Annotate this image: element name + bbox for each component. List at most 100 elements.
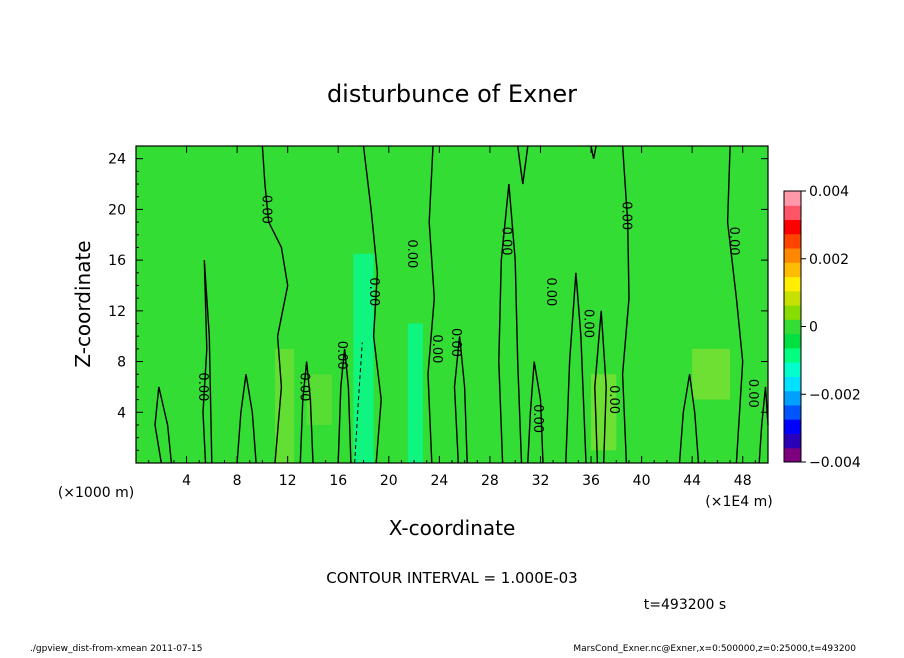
colorbar-segment <box>784 290 801 306</box>
contour-line <box>236 374 257 464</box>
contour-line <box>427 145 436 464</box>
contour-line <box>678 374 700 464</box>
colorbar-segment <box>784 248 801 263</box>
shading-patch <box>353 253 374 463</box>
y-tick-label: 16 <box>108 253 126 269</box>
colorbar-label: −0.002 <box>809 387 861 403</box>
colorbar-segment <box>784 233 801 249</box>
shading-patch <box>275 348 294 463</box>
contour-label: 0.00 <box>499 227 514 256</box>
contour-label: 0.00 <box>581 309 596 338</box>
colorbar-label: 0 <box>809 320 818 336</box>
colorbar-segment <box>784 419 801 434</box>
contour-line <box>261 145 289 464</box>
contour-line <box>337 348 352 464</box>
y-tick-label: 8 <box>117 355 126 371</box>
colorbar-segment <box>784 262 801 278</box>
x-tick-label: 4 <box>182 473 191 489</box>
chart-title: disturbunce of Exner <box>327 80 577 108</box>
colorbar-segment <box>784 219 801 235</box>
colorbar-label: 0.004 <box>809 184 849 200</box>
colorbar-labels: 0.004 0.002 0 −0.002 −0.004 <box>801 184 861 471</box>
contour-line <box>362 145 382 464</box>
plot-area: 0.00 0.00 0.00 0.00 0.00 0.00 0.00 0.00 0.00 0.00… <box>135 145 769 464</box>
colorbar <box>783 190 802 463</box>
colorbar-segment <box>784 347 801 363</box>
contour-line <box>590 145 597 159</box>
x-tick-label: 24 <box>430 473 448 489</box>
colorbar-segment <box>784 191 801 206</box>
colorbar-segment <box>784 390 801 406</box>
contour-label: 0.00 <box>745 379 760 408</box>
x-unit-right: (×1E4 m) <box>705 494 772 510</box>
y-axis-ticks: 4 8 12 16 20 24 <box>108 152 768 451</box>
footer-left: ./gpview_dist-from-xmean 2011-07-15 <box>30 644 202 654</box>
colorbar-segment <box>784 362 801 377</box>
y-tick-label: 4 <box>117 405 126 421</box>
colorbar-label: 0.002 <box>809 252 849 268</box>
contour-label: 0.00 <box>258 195 273 224</box>
contour-label: 0.00 <box>530 404 545 433</box>
contour-line <box>453 336 468 464</box>
time-label: t=493200 s <box>644 597 726 613</box>
x-tick-label: 44 <box>683 473 701 489</box>
y-axis-label: Z-coordinate <box>71 240 95 367</box>
shading-patch <box>407 323 423 463</box>
contour-label: 0.00 <box>404 239 419 268</box>
contour-label: 0.00 <box>543 277 558 306</box>
x-tick-label: 40 <box>633 473 651 489</box>
colorbar-segment <box>784 205 801 221</box>
contour-label: 0.00 <box>366 277 381 306</box>
contour-line <box>299 361 314 464</box>
x-tick-label: 16 <box>329 473 347 489</box>
contour-label: 0.00 <box>296 372 311 401</box>
x-tick-label: 48 <box>734 473 752 489</box>
contour-line <box>758 386 769 464</box>
contour-line <box>527 361 544 464</box>
plot-background <box>136 146 768 463</box>
x-axis-ticks: 4 8 12 16 20 24 28 32 36 40 44 48 <box>148 146 756 489</box>
contour-label: 0.00 <box>195 372 210 401</box>
contour-line-negative <box>354 342 363 464</box>
contour-line <box>621 145 630 464</box>
colorbar-label: −0.004 <box>809 455 861 471</box>
footer-right: MarsCond_Exner.nc@Exner,x=0:500000,z=0:2… <box>573 644 856 654</box>
x-tick-label: 20 <box>380 473 398 489</box>
contour-line <box>726 145 744 464</box>
contour-label: 0.00 <box>619 201 634 230</box>
x-tick-label: 8 <box>233 473 242 489</box>
colorbar-segment <box>784 276 801 292</box>
colorbar-segment <box>784 404 801 420</box>
contour-line <box>517 145 529 185</box>
y-tick-label: 24 <box>108 152 126 168</box>
x-tick-label: 28 <box>481 473 499 489</box>
x-unit-left: (×1000 m) <box>58 485 134 501</box>
contour-line <box>565 272 587 464</box>
contour-label: 0.00 <box>334 341 349 370</box>
contour-interval: CONTOUR INTERVAL = 1.000E-03 <box>326 569 577 587</box>
contour-label: 0.00 <box>726 227 741 256</box>
colorbar-segment <box>784 433 801 449</box>
y-tick-label: 12 <box>108 304 126 320</box>
x-tick-label: 36 <box>582 473 600 489</box>
colorbar-segment <box>784 333 801 349</box>
x-tick-label: 12 <box>279 473 297 489</box>
colorbar-segment <box>784 376 801 392</box>
contour-labels: 0.00 0.00 0.00 0.00 0.00 0.00 0.00 0.00 0.00 0.00… <box>195 195 760 433</box>
shading-patch <box>692 348 731 400</box>
contour-label: 0.00 <box>606 385 621 414</box>
y-tick-label: 20 <box>108 202 126 218</box>
contour-line <box>498 183 523 464</box>
contour-label: 0.00 <box>448 328 463 357</box>
contour-label: 0.00 <box>429 334 444 363</box>
x-tick-label: 32 <box>532 473 550 489</box>
colorbar-segment <box>784 305 801 320</box>
contour-line <box>594 310 607 464</box>
contour-line <box>202 260 213 464</box>
colorbar-segment <box>784 319 801 335</box>
x-axis-label: X-coordinate <box>389 516 516 540</box>
colorbar-segment <box>784 447 801 463</box>
contour-line <box>154 386 173 464</box>
contour-lines <box>154 145 769 464</box>
